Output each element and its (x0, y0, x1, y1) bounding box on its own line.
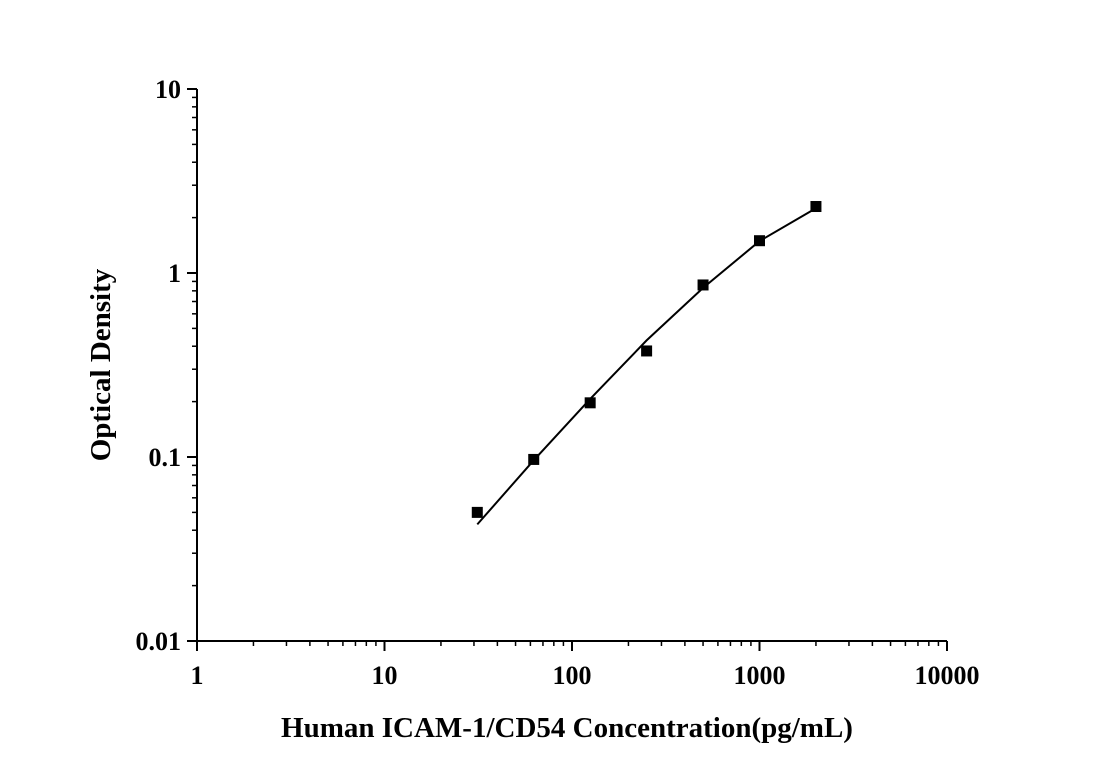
data-point (471, 506, 483, 518)
axes (196, 89, 947, 642)
fit-curve-group (476, 207, 817, 526)
y-tick-label: 0.1 (149, 443, 182, 472)
ticks (187, 88, 948, 651)
x-tick-label: 10000 (915, 661, 980, 690)
data-point (697, 279, 709, 291)
y-axis-title: Optical Density (85, 268, 117, 461)
data-points (471, 201, 822, 518)
y-tick-label: 1 (168, 259, 181, 288)
x-tick-label: 1 (191, 661, 204, 690)
data-point (641, 345, 653, 357)
data-point (810, 201, 822, 213)
data-point (528, 453, 540, 465)
tick-labels: 1 10 100 1000 10000 0.01 0.1 1 10 (136, 75, 980, 690)
y-tick-label: 10 (155, 75, 181, 104)
fit-curve (476, 207, 817, 526)
x-tick-label: 1000 (734, 661, 786, 690)
x-tick-label: 100 (553, 661, 592, 690)
data-point (754, 235, 765, 247)
x-tick-label: 10 (372, 661, 398, 690)
data-point (584, 397, 596, 409)
x-axis-title: Human ICAM-1/CD54 Concentration(pg/mL) (281, 712, 853, 744)
y-tick-label: 0.01 (136, 627, 182, 656)
